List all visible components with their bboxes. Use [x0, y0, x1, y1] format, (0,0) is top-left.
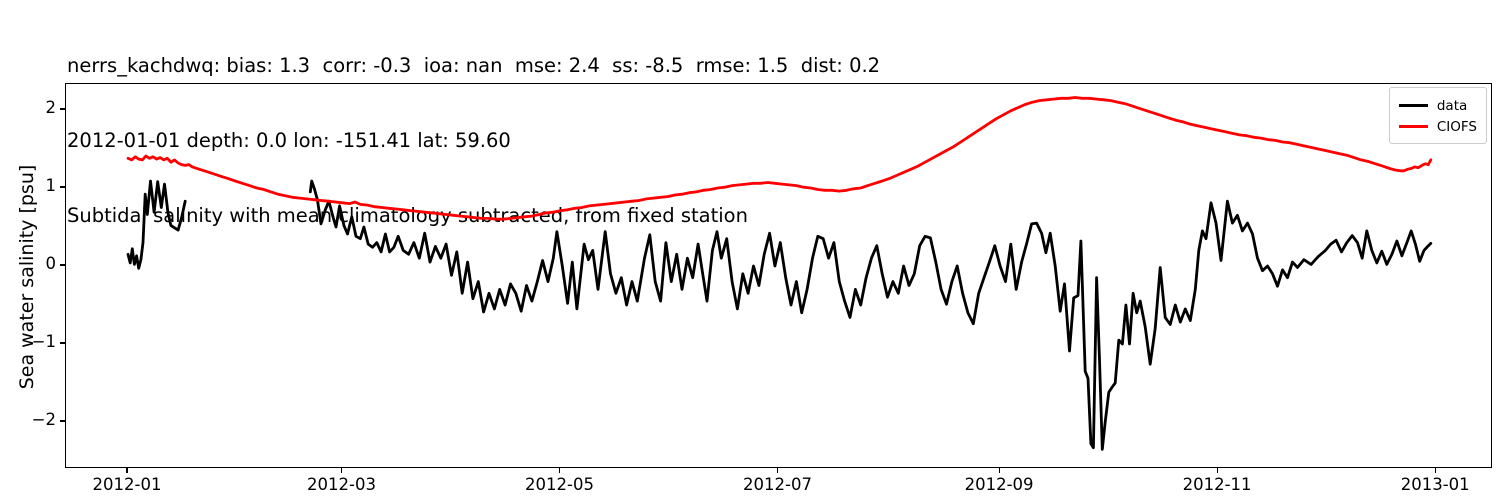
legend-label-ciofs: CIOFS — [1436, 118, 1477, 135]
data-series-line — [126, 179, 187, 270]
plot-subtitle-line: Subtidal salinity with mean climatology … — [67, 204, 748, 227]
legend-item-ciofs: CIOFS — [1398, 116, 1477, 137]
x-tick-label: 2012-05 — [525, 475, 594, 494]
x-tick-mark — [1434, 468, 1436, 473]
y-tick-mark — [60, 186, 65, 188]
x-tick-label: 2012-07 — [743, 475, 812, 494]
figure-title-block: nerrs_kachdwq: bias: 1.3 corr: -0.3 ioa:… — [67, 3, 880, 278]
ciofs-line-swatch — [1398, 125, 1428, 128]
data-line-swatch — [1398, 104, 1428, 107]
x-tick-mark — [998, 468, 1000, 473]
x-tick-mark — [776, 468, 779, 473]
x-tick-mark — [126, 468, 128, 473]
y-tick-label: 1 — [45, 176, 57, 195]
x-tick-label: 2012-11 — [1182, 475, 1252, 494]
y-tick-mark — [60, 342, 65, 344]
legend-label-data: data — [1436, 97, 1468, 114]
legend-item-data: data — [1398, 95, 1477, 116]
y-tick-label: 2 — [45, 98, 57, 117]
series-layer — [126, 96, 1433, 451]
y-tick-mark — [60, 420, 65, 422]
y-tick-label: 0 — [45, 254, 57, 273]
y-tick-mark — [60, 264, 65, 266]
x-tick-mark — [340, 468, 343, 473]
x-tick-mark — [558, 468, 561, 473]
data-series-line — [308, 179, 1433, 451]
x-tick-label: 2012-03 — [307, 475, 376, 494]
ciofs-series-line — [126, 96, 1433, 221]
legend: data CIOFS — [1388, 87, 1487, 144]
stats-title-line: nerrs_kachdwq: bias: 1.3 corr: -0.3 ioa:… — [67, 54, 881, 77]
station-info-line: 2012-01-01 depth: 0.0 lon: -151.41 lat: … — [67, 129, 511, 152]
y-tick-label: −2 — [31, 410, 56, 429]
x-tick-mark — [1216, 468, 1218, 473]
x-tick-label: 2012-01 — [92, 475, 162, 494]
x-tick-label: 2013-01 — [1400, 475, 1470, 494]
x-tick-label: 2012-09 — [964, 475, 1034, 494]
y-tick-label: −1 — [31, 332, 56, 351]
y-tick-mark — [60, 108, 65, 110]
plot-area: data CIOFS — [65, 83, 1492, 468]
